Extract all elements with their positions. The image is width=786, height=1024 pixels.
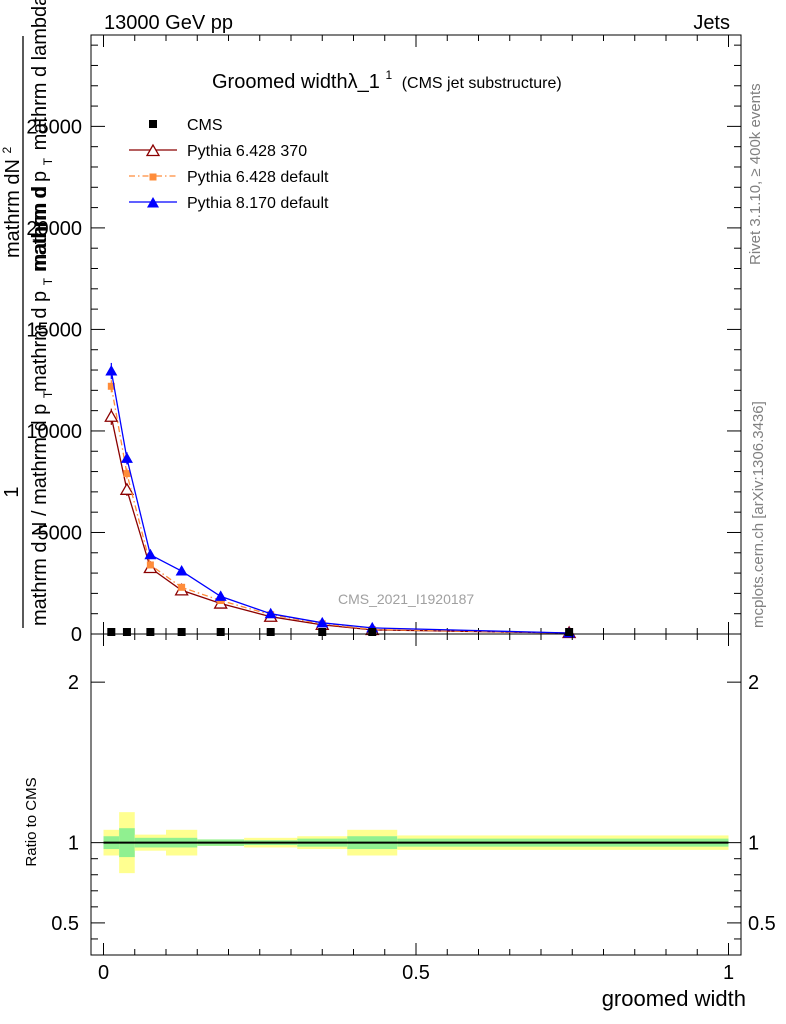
- data-point: [368, 628, 377, 636]
- data-point: [264, 607, 277, 619]
- data-point: [216, 628, 225, 636]
- data-point: [123, 470, 131, 478]
- ylabel-numerator-text: mathrm dN: [2, 159, 24, 258]
- ratio-y-tick-label-right: 0.5: [748, 913, 776, 935]
- ylabel-overlay-top: mathrm d p T mathrm d: [29, 186, 57, 392]
- data-point: [105, 365, 118, 376]
- chart-title: Groomed widthλ_1 1 (CMS jet substructure…: [212, 62, 562, 93]
- y-tick-label: 25000: [26, 116, 82, 138]
- ylabel-numerator-sup: 2: [0, 147, 14, 154]
- mcplots-label: mcplots.cern.ch [arXiv:1306.3436]: [750, 401, 767, 628]
- y-tick-label: 0: [71, 624, 82, 646]
- ylabel-denominator-tail: mathrm d lambda: [29, 0, 51, 150]
- legend-marker: [147, 197, 159, 208]
- legend-label: Pythia 6.428 default: [187, 169, 329, 186]
- y-tick-label: 10000: [26, 421, 82, 443]
- main-ticks: [91, 35, 741, 635]
- x-tick-label: 0: [98, 962, 109, 984]
- ratio-y-axis-label: Ratio to CMS: [23, 777, 40, 866]
- ratio-ticks: [91, 634, 741, 955]
- x-tick-labels: 0 0.5 1: [98, 962, 734, 984]
- ratio-y-tick-label-right: 2: [748, 672, 759, 694]
- ratio-y-tick-label: 2: [68, 672, 79, 694]
- series-cms: [107, 628, 574, 636]
- legend-entry: CMS: [149, 117, 223, 134]
- x-axis-label: groomed width: [602, 986, 746, 1011]
- series-line: [110, 386, 570, 634]
- ylabel-overlay-top-sub: T: [41, 277, 55, 285]
- ylabel-numerator: mathrm dN 2: [0, 147, 24, 258]
- ylabel-overlay-bottom-sub: T: [41, 390, 55, 398]
- chart-title-sup: 1: [385, 68, 392, 82]
- data-point: [122, 628, 131, 636]
- ylabel-one: 1: [1, 486, 23, 497]
- chart-title-main: Groomed widthλ_1: [212, 71, 380, 93]
- analysis-watermark: CMS_2021_I1920187: [338, 591, 474, 607]
- main-y-tick-labels: 0 5000 10000 15000 20000 25000: [26, 116, 82, 646]
- legend-label: CMS: [187, 117, 223, 134]
- ylabel-overlay-top-text: mathrm d p: [29, 291, 51, 392]
- ylabel-overlay-bottom: mathrm d N / mathrm d p T: [29, 390, 55, 626]
- y-tick-label: 20000: [26, 218, 82, 240]
- ratio-y-tick-labels: 0.5 0.5 1 1 2 2: [51, 672, 776, 935]
- x-tick-label: 1: [723, 962, 734, 984]
- chart-subtitle: (CMS jet substructure): [402, 75, 562, 92]
- legend-marker: [145, 143, 161, 157]
- data-point: [107, 628, 116, 636]
- data-point: [175, 565, 188, 576]
- data-point: [119, 482, 135, 495]
- main-series: [104, 362, 577, 639]
- legend-marker: [149, 120, 157, 128]
- data-point: [146, 561, 154, 569]
- y-tick-label: 5000: [38, 522, 83, 544]
- header-right: Jets: [693, 12, 730, 34]
- ratio-y-tick-label-right: 1: [748, 833, 759, 855]
- data-point: [120, 452, 133, 463]
- data-point: [318, 628, 327, 636]
- legend-label: Pythia 8.170 default: [187, 195, 329, 212]
- rivet-label: Rivet 3.1.10, ≥ 400k events: [747, 83, 764, 265]
- data-point: [214, 590, 227, 601]
- x-tick-label: 0.5: [402, 962, 430, 984]
- data-point: [104, 409, 119, 422]
- data-point: [178, 583, 186, 591]
- legend-label: Pythia 6.428 370: [187, 143, 307, 160]
- data-point: [146, 628, 155, 636]
- ratio-bands: [103, 812, 729, 874]
- data-point: [177, 628, 186, 636]
- ylabel-denominator: mathrm d p T mathrm d lambda: [29, 0, 57, 272]
- ratio-y-tick-label: 0.5: [51, 913, 79, 935]
- main-y-axis-label: 1 mathrm dN 2 mathrm d p T mathrm d lamb…: [0, 0, 57, 628]
- ratio-panel: 0.5 0.51 12 2 0 0.5 1: [51, 633, 776, 984]
- data-point: [144, 548, 157, 560]
- legend-entry: Pythia 8.170 default: [129, 195, 329, 212]
- ylabel-denominator-text: mathrm d p: [29, 171, 51, 272]
- data-point: [316, 616, 329, 628]
- header-left: 13000 GeV pp: [104, 12, 233, 34]
- data-point: [565, 628, 574, 636]
- legend-entry: Pythia 6.428 default: [129, 169, 329, 186]
- main-panel: 0 5000 10000 15000 20000 25000: [26, 34, 742, 646]
- ratio-frame: [90, 633, 742, 956]
- data-point: [266, 628, 275, 636]
- ratio-y-tick-label: 1: [68, 833, 79, 855]
- legend-entry: Pythia 6.428 370: [129, 143, 307, 160]
- legend: CMS Pythia 6.428 370 Pythia 6.428 default P…: [129, 117, 329, 212]
- ylabel-overlay-bottom-text: mathrm d N / mathrm d p: [29, 404, 51, 626]
- ylabel-overlay-top-tail: mathrm d: [29, 186, 51, 270]
- data-point: [107, 382, 115, 390]
- legend-marker: [149, 173, 157, 181]
- y-tick-label: 15000: [26, 319, 82, 341]
- ylabel-denominator-sub: T: [41, 157, 55, 165]
